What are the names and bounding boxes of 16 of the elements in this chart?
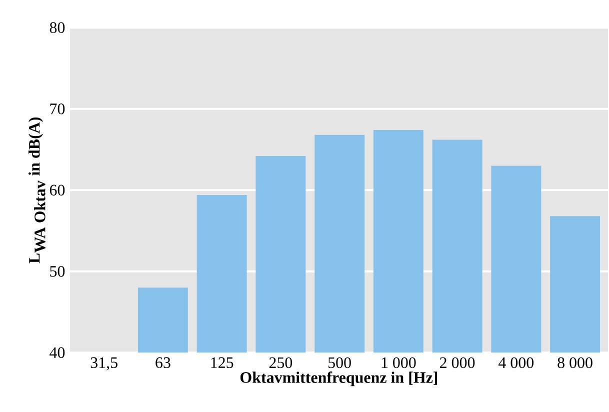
x-tick-label: 250 (269, 358, 292, 368)
x-tick-label: 2 000 (440, 358, 475, 368)
y-tick-label: 60 (50, 184, 65, 196)
x-tick-label: 125 (211, 358, 234, 368)
x-tick-label: 500 (328, 358, 351, 368)
y-tick-label: 80 (50, 22, 65, 34)
x-tick-label: 4 000 (498, 358, 534, 368)
y-axis-title: $\textbf{L}_{\textbf{WA Oktav}}\textbf{ in dB(A)}$ (28, 118, 46, 264)
x-axis-title: Oktavmittenfrequenz in [Hz] (240, 372, 438, 386)
y-tick-label: 50 (50, 266, 65, 277)
x-tick-label: 31,5 (90, 358, 118, 371)
y-tick-label: 70 (50, 104, 65, 114)
y-tick-label: 40 (50, 347, 65, 358)
x-tick-label: 8 000 (558, 358, 592, 368)
x-tick-label: 1 000 (382, 358, 416, 368)
x-tick-label: 63 (156, 358, 170, 368)
